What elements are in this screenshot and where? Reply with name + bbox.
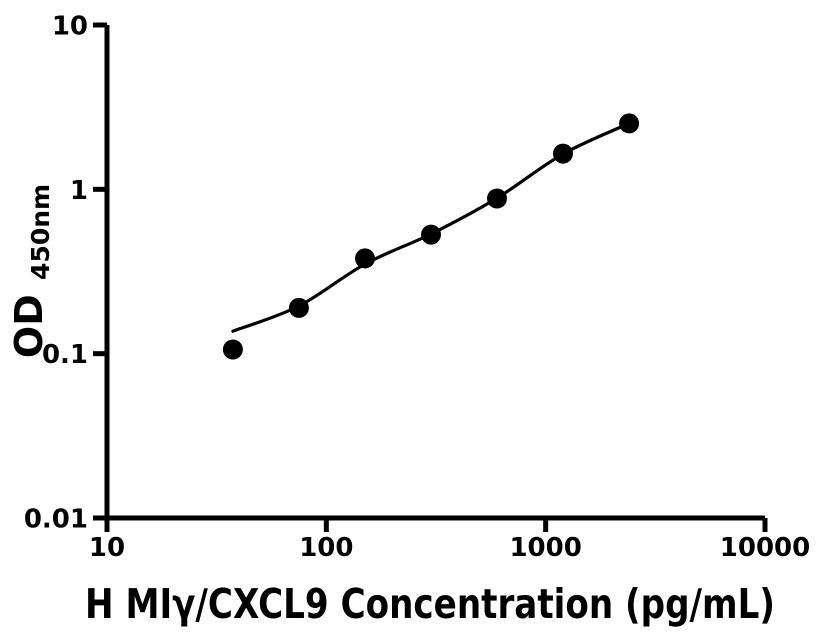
axis-line xyxy=(104,25,765,521)
data-point xyxy=(222,339,243,360)
data-point xyxy=(487,188,507,209)
y-axis-title-subscript: 450nm xyxy=(26,184,55,280)
x-tick-label: 10 xyxy=(89,533,125,563)
y-axis-title: OD 450nm xyxy=(4,184,55,358)
axis-layer xyxy=(104,25,765,521)
data-point xyxy=(288,297,309,318)
data-point xyxy=(355,248,375,269)
data-point xyxy=(421,224,441,245)
data-point xyxy=(619,113,640,134)
y-tick-label: 10 xyxy=(52,12,88,42)
tick-label-layer: 10 100 1000 10000 10 1 0.1 0.01 xyxy=(24,12,810,564)
data-point-layer xyxy=(222,113,640,360)
tick-layer xyxy=(93,22,768,532)
x-tick-label: 1000 xyxy=(509,533,581,563)
y-axis-title-base: OD xyxy=(7,294,51,358)
x-axis-title: H MIγ/CXCL9 Concentration (pg/mL) xyxy=(85,580,775,628)
y-tick-label: 0.01 xyxy=(24,505,88,535)
y-tick-label: 1 xyxy=(70,176,88,206)
y-tick-label: 0.1 xyxy=(42,340,88,370)
x-tick-label: 10000 xyxy=(720,533,810,563)
x-tick-label: 100 xyxy=(299,533,353,563)
data-point xyxy=(553,143,573,164)
